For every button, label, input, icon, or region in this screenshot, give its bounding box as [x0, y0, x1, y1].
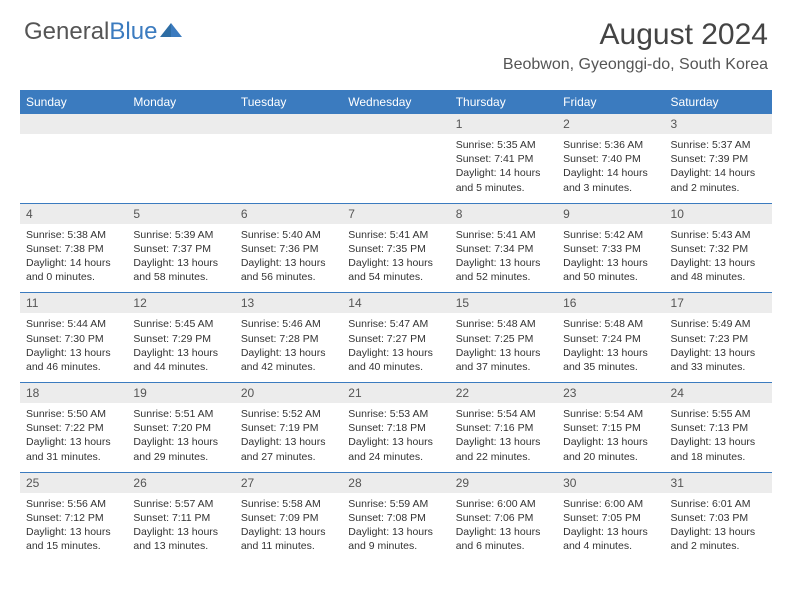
day-detail-cell — [127, 134, 234, 203]
day-detail-cell: Sunrise: 5:41 AMSunset: 7:34 PMDaylight:… — [450, 224, 557, 293]
day-detail-cell: Sunrise: 5:48 AMSunset: 7:24 PMDaylight:… — [557, 313, 664, 382]
day-detail-cell: Sunrise: 5:54 AMSunset: 7:15 PMDaylight:… — [557, 403, 664, 472]
day-detail-cell: Sunrise: 5:56 AMSunset: 7:12 PMDaylight:… — [20, 493, 127, 562]
day-number-cell: 15 — [450, 293, 557, 314]
day-number-cell: 18 — [20, 383, 127, 404]
day-header: Tuesday — [235, 90, 342, 114]
day-number-row: 123 — [20, 114, 772, 134]
day-detail-cell: Sunrise: 5:43 AMSunset: 7:32 PMDaylight:… — [665, 224, 772, 293]
day-detail-cell: Sunrise: 5:53 AMSunset: 7:18 PMDaylight:… — [342, 403, 449, 472]
day-number-cell: 11 — [20, 293, 127, 314]
day-detail-row: Sunrise: 5:35 AMSunset: 7:41 PMDaylight:… — [20, 134, 772, 203]
day-number-cell: 5 — [127, 203, 234, 224]
page-header: GeneralBlue August 2024 Beobwon, Gyeongg… — [0, 0, 792, 82]
day-detail-row: Sunrise: 5:56 AMSunset: 7:12 PMDaylight:… — [20, 493, 772, 562]
day-number-cell: 9 — [557, 203, 664, 224]
day-detail-cell — [235, 134, 342, 203]
day-number-cell: 25 — [20, 472, 127, 493]
day-header: Friday — [557, 90, 664, 114]
day-number-cell — [20, 114, 127, 134]
day-number-cell: 10 — [665, 203, 772, 224]
month-title: August 2024 — [503, 18, 768, 52]
logo: GeneralBlue — [24, 18, 182, 46]
day-detail-cell: Sunrise: 6:00 AMSunset: 7:05 PMDaylight:… — [557, 493, 664, 562]
day-number-row: 25262728293031 — [20, 472, 772, 493]
location-text: Beobwon, Gyeonggi-do, South Korea — [503, 56, 768, 74]
day-detail-cell: Sunrise: 5:51 AMSunset: 7:20 PMDaylight:… — [127, 403, 234, 472]
day-detail-cell: Sunrise: 5:45 AMSunset: 7:29 PMDaylight:… — [127, 313, 234, 382]
day-detail-cell: Sunrise: 6:01 AMSunset: 7:03 PMDaylight:… — [665, 493, 772, 562]
day-header: Thursday — [450, 90, 557, 114]
day-detail-cell: Sunrise: 5:58 AMSunset: 7:09 PMDaylight:… — [235, 493, 342, 562]
day-header: Saturday — [665, 90, 772, 114]
day-number-cell: 30 — [557, 472, 664, 493]
day-header: Sunday — [20, 90, 127, 114]
day-number-row: 11121314151617 — [20, 293, 772, 314]
day-detail-cell: Sunrise: 5:39 AMSunset: 7:37 PMDaylight:… — [127, 224, 234, 293]
day-number-cell: 13 — [235, 293, 342, 314]
day-detail-cell: Sunrise: 5:35 AMSunset: 7:41 PMDaylight:… — [450, 134, 557, 203]
logo-text-1: General — [24, 18, 109, 46]
day-detail-cell — [20, 134, 127, 203]
day-detail-row: Sunrise: 5:44 AMSunset: 7:30 PMDaylight:… — [20, 313, 772, 382]
day-number-cell: 1 — [450, 114, 557, 134]
day-detail-cell: Sunrise: 5:49 AMSunset: 7:23 PMDaylight:… — [665, 313, 772, 382]
day-number-cell: 14 — [342, 293, 449, 314]
day-header: Monday — [127, 90, 234, 114]
day-detail-cell: Sunrise: 5:42 AMSunset: 7:33 PMDaylight:… — [557, 224, 664, 293]
day-detail-cell: Sunrise: 5:40 AMSunset: 7:36 PMDaylight:… — [235, 224, 342, 293]
day-number-cell: 8 — [450, 203, 557, 224]
day-number-cell — [127, 114, 234, 134]
day-number-cell: 28 — [342, 472, 449, 493]
day-detail-cell: Sunrise: 5:54 AMSunset: 7:16 PMDaylight:… — [450, 403, 557, 472]
day-detail-cell: Sunrise: 5:48 AMSunset: 7:25 PMDaylight:… — [450, 313, 557, 382]
day-number-cell: 4 — [20, 203, 127, 224]
day-detail-cell: Sunrise: 5:59 AMSunset: 7:08 PMDaylight:… — [342, 493, 449, 562]
day-detail-cell: Sunrise: 5:57 AMSunset: 7:11 PMDaylight:… — [127, 493, 234, 562]
day-number-cell: 26 — [127, 472, 234, 493]
day-number-row: 18192021222324 — [20, 383, 772, 404]
day-detail-cell: Sunrise: 6:00 AMSunset: 7:06 PMDaylight:… — [450, 493, 557, 562]
day-detail-cell: Sunrise: 5:37 AMSunset: 7:39 PMDaylight:… — [665, 134, 772, 203]
logo-text-2: Blue — [109, 18, 157, 46]
day-number-cell: 23 — [557, 383, 664, 404]
day-detail-cell: Sunrise: 5:44 AMSunset: 7:30 PMDaylight:… — [20, 313, 127, 382]
day-number-cell: 2 — [557, 114, 664, 134]
logo-triangle-icon — [160, 21, 182, 37]
day-detail-row: Sunrise: 5:38 AMSunset: 7:38 PMDaylight:… — [20, 224, 772, 293]
day-detail-cell — [342, 134, 449, 203]
day-number-cell: 12 — [127, 293, 234, 314]
day-detail-cell: Sunrise: 5:52 AMSunset: 7:19 PMDaylight:… — [235, 403, 342, 472]
day-detail-cell: Sunrise: 5:38 AMSunset: 7:38 PMDaylight:… — [20, 224, 127, 293]
day-detail-cell: Sunrise: 5:46 AMSunset: 7:28 PMDaylight:… — [235, 313, 342, 382]
day-detail-row: Sunrise: 5:50 AMSunset: 7:22 PMDaylight:… — [20, 403, 772, 472]
day-number-row: 45678910 — [20, 203, 772, 224]
day-detail-cell: Sunrise: 5:50 AMSunset: 7:22 PMDaylight:… — [20, 403, 127, 472]
day-number-cell: 22 — [450, 383, 557, 404]
day-number-cell — [342, 114, 449, 134]
calendar-table: SundayMondayTuesdayWednesdayThursdayFrid… — [20, 90, 772, 561]
day-number-cell: 19 — [127, 383, 234, 404]
day-header-row: SundayMondayTuesdayWednesdayThursdayFrid… — [20, 90, 772, 114]
day-number-cell: 16 — [557, 293, 664, 314]
day-number-cell: 20 — [235, 383, 342, 404]
day-detail-cell: Sunrise: 5:36 AMSunset: 7:40 PMDaylight:… — [557, 134, 664, 203]
day-number-cell: 17 — [665, 293, 772, 314]
day-header: Wednesday — [342, 90, 449, 114]
day-number-cell: 27 — [235, 472, 342, 493]
day-number-cell: 24 — [665, 383, 772, 404]
day-number-cell: 29 — [450, 472, 557, 493]
day-detail-cell: Sunrise: 5:41 AMSunset: 7:35 PMDaylight:… — [342, 224, 449, 293]
day-number-cell: 7 — [342, 203, 449, 224]
day-number-cell — [235, 114, 342, 134]
day-detail-cell: Sunrise: 5:47 AMSunset: 7:27 PMDaylight:… — [342, 313, 449, 382]
day-number-cell: 6 — [235, 203, 342, 224]
day-number-cell: 3 — [665, 114, 772, 134]
day-number-cell: 21 — [342, 383, 449, 404]
day-detail-cell: Sunrise: 5:55 AMSunset: 7:13 PMDaylight:… — [665, 403, 772, 472]
day-number-cell: 31 — [665, 472, 772, 493]
title-block: August 2024 Beobwon, Gyeonggi-do, South … — [503, 18, 768, 74]
